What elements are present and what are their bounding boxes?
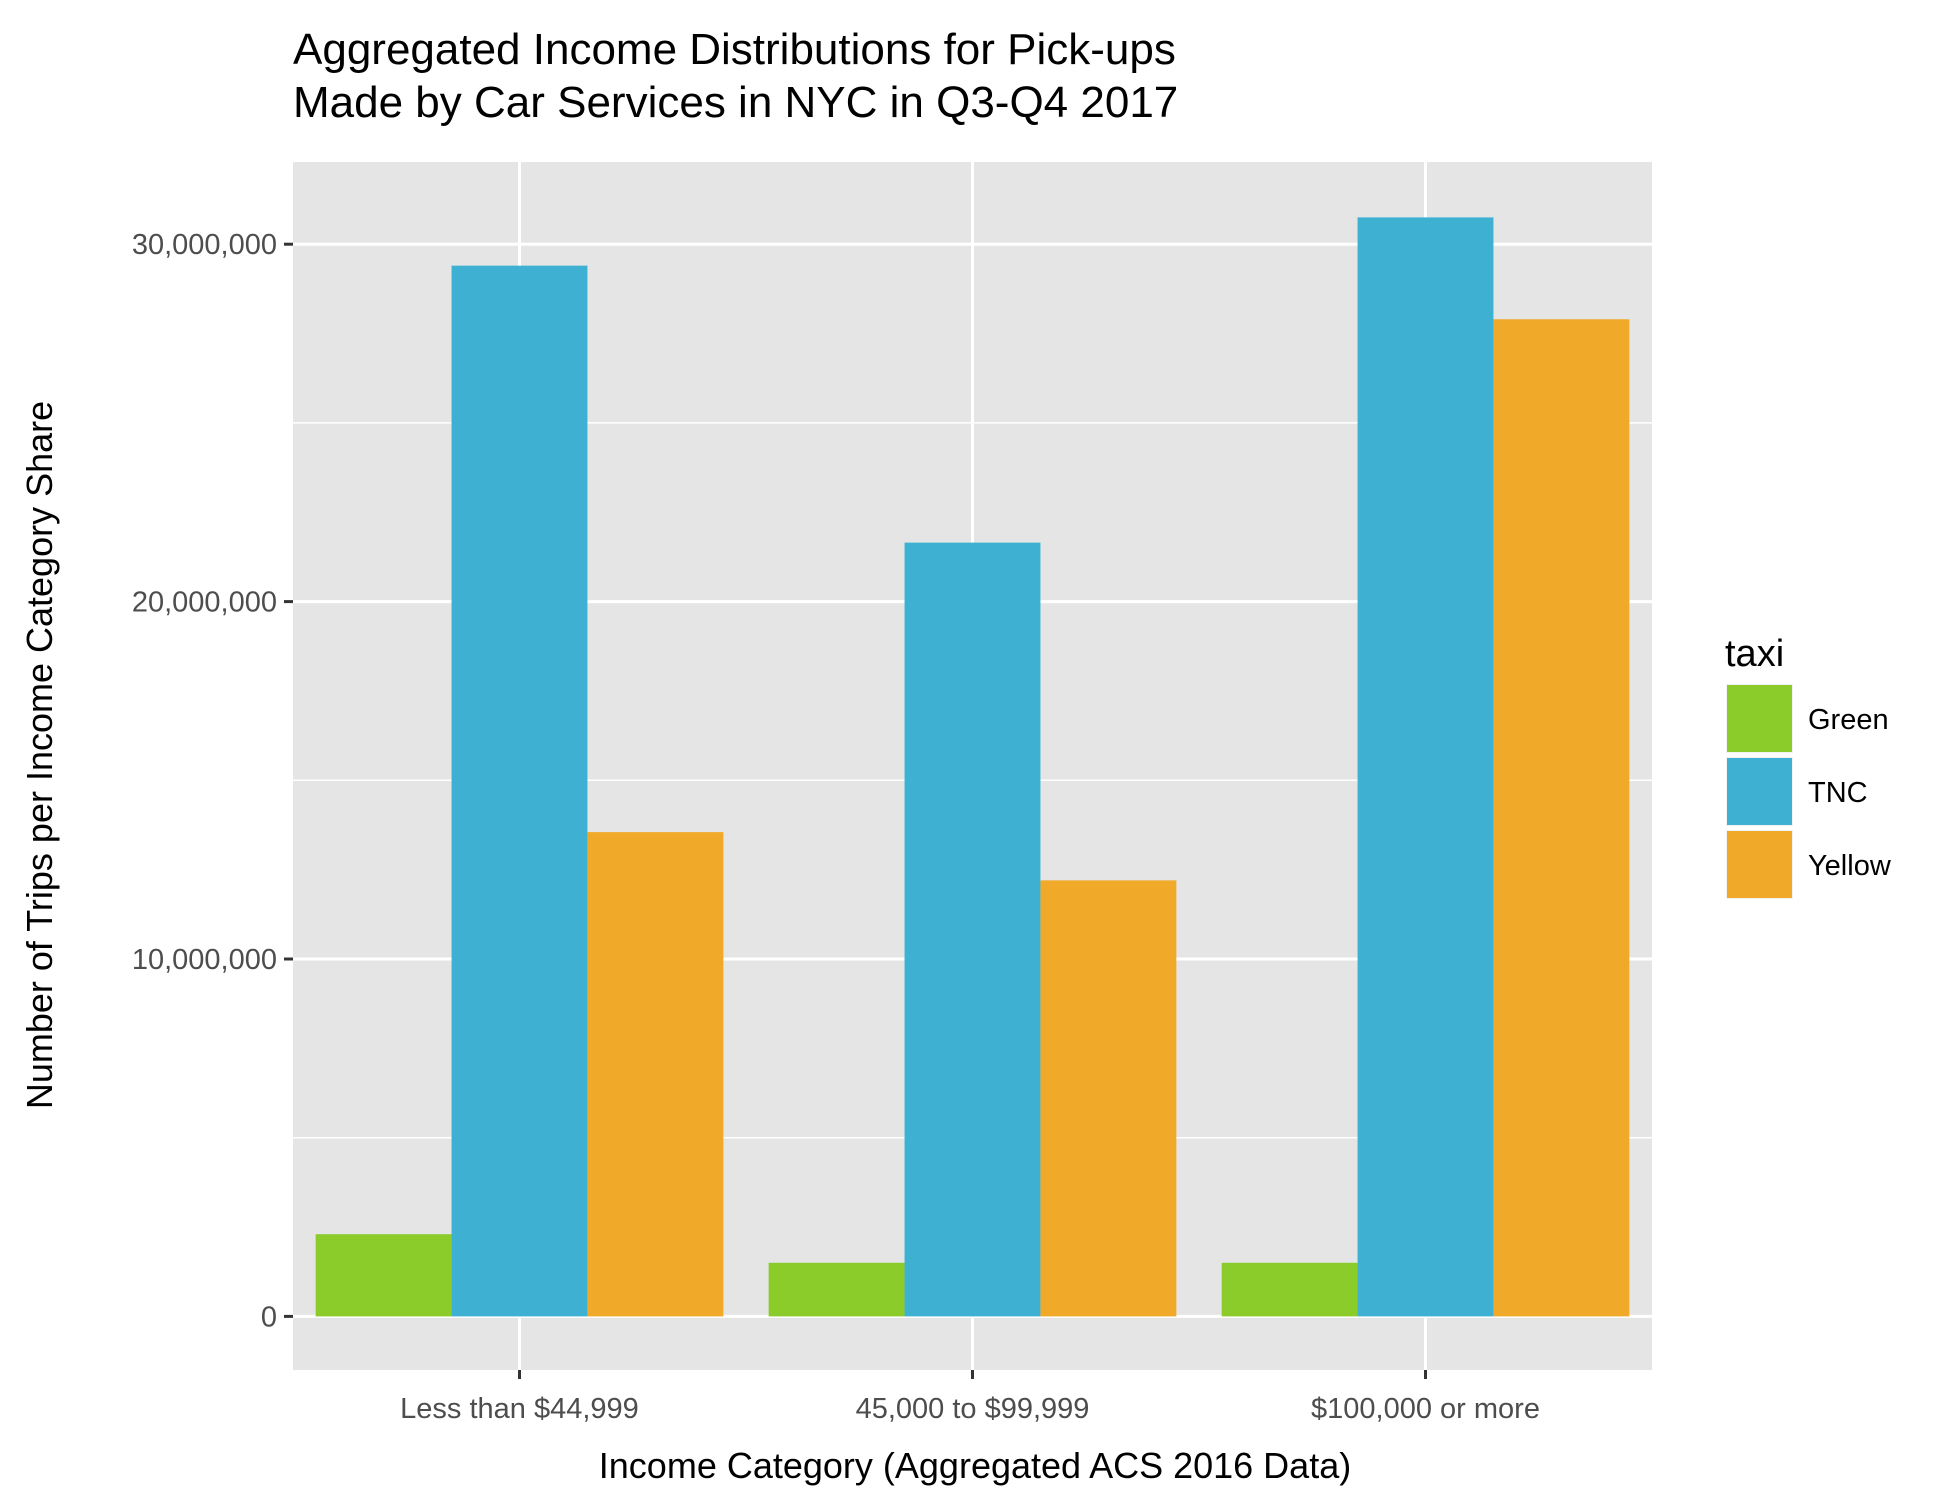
legend-swatch-tnc xyxy=(1727,758,1792,825)
chart-title: Aggregated Income Distributions for Pick… xyxy=(293,25,1178,127)
chart-title-line-2: Made by Car Services in NYC in Q3-Q4 201… xyxy=(293,78,1178,127)
bars xyxy=(315,217,1630,1317)
legend-swatch-green xyxy=(1727,685,1792,752)
y-axis-title: Number of Trips per Income Category Shar… xyxy=(19,401,60,1109)
bar-green xyxy=(1221,1262,1358,1317)
bar-yellow xyxy=(1040,880,1177,1317)
bar-tnc xyxy=(451,265,588,1317)
bar-yellow xyxy=(1493,319,1630,1317)
y-tick-label: 0 xyxy=(261,1301,277,1333)
y-tick-label: 30,000,000 xyxy=(132,229,277,261)
legend-label-tnc: TNC xyxy=(1808,777,1868,809)
legend-swatch-yellow xyxy=(1727,831,1792,898)
legend-label-green: Green xyxy=(1808,704,1889,736)
x-tick-label: 45,000 to $99,999 xyxy=(856,1393,1090,1425)
bar-yellow xyxy=(587,832,724,1317)
bar-green xyxy=(768,1262,905,1317)
legend-title: taxi xyxy=(1725,633,1784,675)
chart-title-line-1: Aggregated Income Distributions for Pick… xyxy=(293,25,1176,74)
x-axis-title: Income Category (Aggregated ACS 2016 Dat… xyxy=(599,1445,1351,1486)
y-tick-label: 10,000,000 xyxy=(132,944,277,976)
x-tick-label: Less than $44,999 xyxy=(400,1393,639,1425)
legend: taxi Green TNC Yellow xyxy=(1725,633,1892,899)
x-tick-label: $100,000 or more xyxy=(1311,1393,1540,1425)
y-axis: 0 10,000,000 20,000,000 30,000,000 xyxy=(132,229,293,1333)
bar-tnc xyxy=(1357,217,1494,1317)
bar-green xyxy=(315,1234,452,1317)
legend-label-yellow: Yellow xyxy=(1808,850,1892,882)
x-axis: Less than $44,999 45,000 to $99,999 $100,0… xyxy=(400,1370,1540,1425)
bar-tnc xyxy=(904,542,1041,1317)
y-tick-label: 20,000,000 xyxy=(132,587,277,619)
